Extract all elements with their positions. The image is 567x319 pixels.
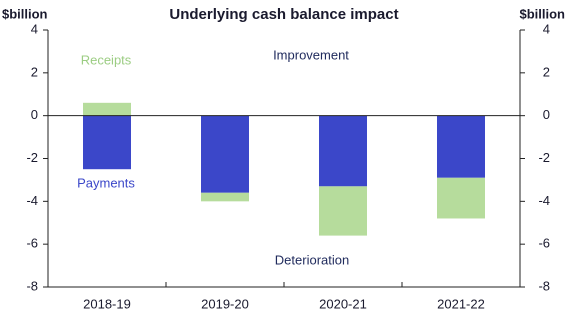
y-tick-label: -2 bbox=[26, 150, 38, 165]
x-tick-label: 2020-21 bbox=[319, 296, 367, 311]
legend-label: Receipts bbox=[81, 52, 132, 67]
y-tick-label: -8 bbox=[26, 278, 38, 293]
bar-segment bbox=[201, 115, 249, 193]
annotation: Improvement bbox=[273, 47, 349, 62]
bar-segment bbox=[437, 115, 485, 178]
y-tick-label: 4 bbox=[31, 21, 38, 36]
y2-tick-label: -8 bbox=[538, 278, 550, 293]
annotation: Deterioration bbox=[275, 252, 349, 267]
x-tick-label: 2021-22 bbox=[437, 296, 485, 311]
x-tick-label: 2019-20 bbox=[201, 296, 249, 311]
bar-segment bbox=[319, 186, 367, 236]
y2-tick-label: 2 bbox=[543, 64, 550, 79]
bar-segment bbox=[201, 192, 249, 202]
y-tick-label: 0 bbox=[31, 107, 38, 122]
y-tick-label: 2 bbox=[31, 64, 38, 79]
y2-tick-label: 0 bbox=[543, 107, 550, 122]
y2-tick-label: -2 bbox=[538, 150, 550, 165]
chart-title: Underlying cash balance impact bbox=[169, 6, 398, 23]
bar-segment bbox=[437, 177, 485, 219]
bar-segment bbox=[83, 115, 131, 170]
y2-axis-label: $billion bbox=[520, 6, 566, 21]
y2-tick-label: -6 bbox=[538, 236, 550, 251]
x-tick-label: 2018-19 bbox=[83, 296, 131, 311]
legend-label: Payments bbox=[77, 175, 135, 190]
y-tick-label: -6 bbox=[26, 236, 38, 251]
y-tick-label: -4 bbox=[26, 193, 38, 208]
y2-tick-label: -4 bbox=[538, 193, 550, 208]
y-axis-label: $billion bbox=[2, 6, 48, 21]
bar-segment bbox=[83, 102, 131, 116]
bar-segment bbox=[319, 115, 367, 187]
y2-tick-label: 4 bbox=[543, 21, 550, 36]
